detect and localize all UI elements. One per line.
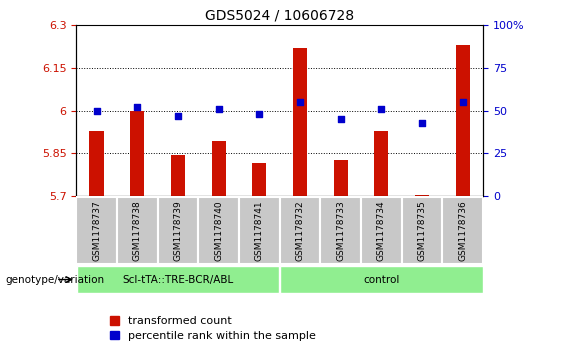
- FancyBboxPatch shape: [280, 266, 483, 293]
- Point: [255, 111, 264, 117]
- Bar: [415, 195, 429, 196]
- FancyBboxPatch shape: [76, 197, 117, 264]
- FancyBboxPatch shape: [117, 197, 158, 264]
- Point: [458, 99, 467, 105]
- Text: genotype/variation: genotype/variation: [6, 274, 105, 285]
- Point: [214, 106, 223, 112]
- Point: [295, 99, 305, 105]
- Bar: [252, 163, 267, 196]
- Bar: [130, 111, 145, 196]
- Text: GSM1178740: GSM1178740: [214, 200, 223, 261]
- Point: [336, 116, 345, 122]
- FancyBboxPatch shape: [77, 266, 279, 293]
- Bar: [171, 155, 185, 196]
- Text: GSM1178739: GSM1178739: [173, 200, 182, 261]
- Text: Scl-tTA::TRE-BCR/ABL: Scl-tTA::TRE-BCR/ABL: [123, 274, 233, 285]
- Title: GDS5024 / 10606728: GDS5024 / 10606728: [205, 9, 354, 23]
- Bar: [333, 160, 348, 196]
- Text: GSM1178741: GSM1178741: [255, 200, 264, 261]
- Text: GSM1178734: GSM1178734: [377, 200, 386, 261]
- Bar: [293, 48, 307, 196]
- Point: [173, 113, 182, 119]
- Text: GSM1178737: GSM1178737: [92, 200, 101, 261]
- Text: GSM1178736: GSM1178736: [458, 200, 467, 261]
- FancyBboxPatch shape: [158, 197, 198, 264]
- FancyBboxPatch shape: [442, 197, 483, 264]
- FancyBboxPatch shape: [280, 197, 320, 264]
- FancyBboxPatch shape: [402, 197, 442, 264]
- FancyBboxPatch shape: [239, 197, 280, 264]
- Text: GSM1178733: GSM1178733: [336, 200, 345, 261]
- Point: [92, 108, 101, 114]
- Text: control: control: [363, 274, 399, 285]
- FancyBboxPatch shape: [198, 197, 239, 264]
- Text: GSM1178735: GSM1178735: [418, 200, 427, 261]
- FancyBboxPatch shape: [320, 197, 361, 264]
- Text: GSM1178732: GSM1178732: [295, 200, 305, 261]
- Bar: [89, 131, 104, 196]
- Bar: [211, 140, 226, 196]
- Point: [133, 105, 142, 110]
- Point: [418, 120, 427, 126]
- Bar: [374, 131, 389, 196]
- FancyBboxPatch shape: [361, 197, 402, 264]
- Legend: transformed count, percentile rank within the sample: transformed count, percentile rank withi…: [110, 316, 316, 341]
- Bar: [455, 45, 470, 196]
- Point: [377, 106, 386, 112]
- Text: GSM1178738: GSM1178738: [133, 200, 142, 261]
